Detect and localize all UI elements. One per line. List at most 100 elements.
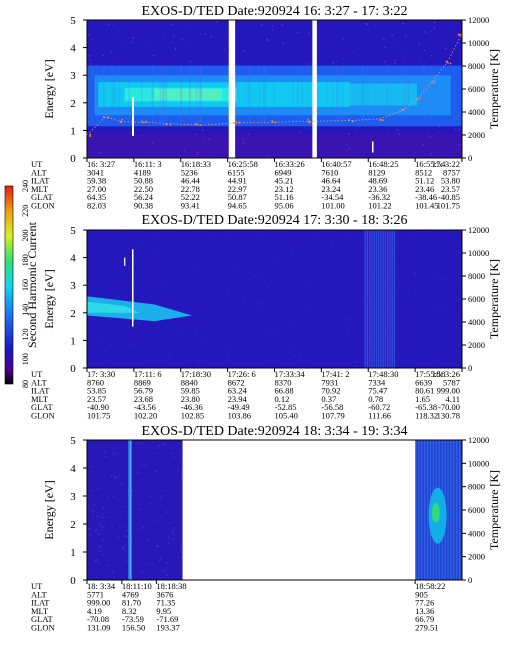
- ephemeris-value: 18:11:10: [122, 581, 152, 591]
- ephemeris-value: 16:40:57: [321, 159, 351, 169]
- ephemeris-value: 63.24: [228, 386, 248, 396]
- colorbar-gradient: [4, 185, 14, 385]
- ephemeris-value: 59.38: [87, 176, 106, 186]
- ephemeris-value: 4189: [134, 167, 151, 177]
- ephemeris-row-label: GLAT: [31, 402, 54, 412]
- ephemeris-value: 102.85: [181, 411, 204, 421]
- ephemeris-value: 22.97: [228, 184, 247, 194]
- y-axis-label: Energy [eV]: [42, 269, 56, 328]
- ephemeris-value: 71.35: [156, 598, 175, 608]
- ephemeris-value: 17:26: 6: [228, 369, 256, 379]
- ephemeris-value: 4.11: [445, 394, 460, 404]
- spectrogram-image: [87, 20, 462, 158]
- y2-tick-label: 2000: [468, 130, 485, 140]
- ephemeris-value: 8512: [415, 167, 432, 177]
- ephemeris-value: 999.00: [87, 598, 110, 608]
- ephemeris-value: -46.36: [181, 402, 203, 412]
- ephemeris-row-label: GLON: [31, 201, 55, 211]
- ephemeris-value: 93.41: [181, 201, 200, 211]
- y2-tick-label: 6000: [468, 294, 485, 304]
- ephemeris-value: 17:55:58: [415, 369, 445, 379]
- ephemeris-value: 53.80: [441, 176, 460, 186]
- spectrogram-panel: EXOS-D/TED Date:920924 18: 3:34 - 19: 3:…: [31, 424, 501, 633]
- ephemeris-value: -70.00: [438, 402, 460, 412]
- y-tick-label: 1: [70, 125, 76, 137]
- ephemeris-value: 16:25:58: [228, 159, 258, 169]
- temperature-point: [307, 118, 310, 121]
- panel-title: EXOS-D/TED Date:920924 16: 3:27 - 17: 3:…: [142, 4, 408, 19]
- ephemeris-value: 8869: [134, 377, 151, 387]
- colorbar-tick-label: 220: [21, 205, 30, 217]
- temperature-point: [446, 61, 449, 64]
- ephemeris-value: 17:33:34: [275, 369, 306, 379]
- ephemeris-value: -70.08: [87, 614, 109, 624]
- ephemeris-value: 8370: [275, 377, 292, 387]
- ephemeris-row-label: ILAT: [31, 386, 50, 396]
- ephemeris-value: 105.40: [275, 411, 298, 421]
- ephemeris-value: 16:11: 3: [134, 159, 162, 169]
- ephemeris-value: -34.54: [321, 192, 344, 202]
- ephemeris-value: 4.19: [87, 606, 102, 616]
- ephemeris-value: 8840: [181, 377, 198, 387]
- y-tick-label: 5: [70, 225, 76, 237]
- ephemeris-value: 6639: [415, 377, 432, 387]
- y2-tick-label: 12000: [468, 225, 489, 235]
- ephemeris-value: 999.00: [437, 386, 460, 396]
- ephemeris-value: 130.78: [437, 411, 460, 421]
- ephemeris-value: 5787: [443, 377, 460, 387]
- ephemeris-value: 82.03: [87, 201, 106, 211]
- ephemeris-value: 94.65: [228, 201, 247, 211]
- ephemeris-value: 50.88: [134, 176, 153, 186]
- ephemeris-value: 17: 3:30: [87, 369, 115, 379]
- temperature-point: [196, 123, 198, 126]
- ephemeris-value: 52.22: [181, 192, 200, 202]
- ephemeris-value: 8760: [87, 377, 104, 387]
- ephemeris-value: 0.78: [368, 394, 383, 404]
- temperature-line: [87, 33, 462, 136]
- ephemeris-value: 51.12: [415, 176, 434, 186]
- temperature-point: [271, 121, 274, 124]
- ephemeris-value: 18: 3:34: [87, 581, 116, 591]
- ephemeris-value: 101.00: [321, 201, 344, 211]
- colorbar-tick-label: 120: [21, 329, 30, 341]
- ephemeris-value: 7334: [368, 377, 386, 387]
- colorbar-tick-label: 140: [21, 304, 30, 316]
- spectrogram-image: [87, 440, 462, 580]
- ephemeris-value: 66.88: [275, 386, 294, 396]
- ephemeris-row-label: GLON: [31, 411, 55, 421]
- ephemeris-value: 70.92: [321, 386, 340, 396]
- ephemeris-value: 75.47: [368, 386, 387, 396]
- y-tick-label: 2: [70, 519, 76, 531]
- temperature-point: [121, 118, 124, 121]
- y2-axis-label: Temperature [K]: [487, 49, 501, 129]
- colorbar-label: Second Harmonic Current: [25, 221, 39, 348]
- temperature-point: [432, 82, 435, 85]
- ephemeris-value: 18: 3:26: [432, 369, 460, 379]
- ephemeris-value: 95.06: [275, 201, 294, 211]
- ephemeris-value: 156.50: [122, 623, 145, 633]
- y2-tick-label: 8000: [468, 271, 485, 281]
- ephemeris-row-label: ALT: [31, 377, 48, 387]
- ephemeris-value: 101.22: [368, 201, 391, 211]
- temperature-point: [449, 62, 452, 65]
- ephemeris-value: 56.79: [134, 386, 153, 396]
- y-tick-label: 4: [70, 43, 76, 55]
- spectrogram-panels: EXOS-D/TED Date:920924 16: 3:27 - 17: 3:…: [31, 4, 501, 633]
- ephemeris-value: 16: 3:27: [87, 159, 115, 169]
- ephemeris-value: 8129: [368, 167, 385, 177]
- panel-title: EXOS-D/TED Date:920924 18: 3:34 - 19: 3:…: [142, 424, 408, 439]
- y-tick-label: 2: [70, 308, 76, 320]
- temperature-point: [237, 121, 240, 124]
- y2-tick-label: 6000: [468, 84, 485, 94]
- ephemeris-value: 23.12: [275, 184, 294, 194]
- ephemeris-value: -49.49: [228, 402, 250, 412]
- ephemeris-value: 23.94: [228, 394, 248, 404]
- spectrogram-panel: EXOS-D/TED Date:920924 16: 3:27 - 17: 3:…: [31, 4, 501, 211]
- data-gap: [228, 20, 236, 158]
- ephemeris-value: 16:33:26: [275, 159, 305, 169]
- ephemeris-value: 101.45: [415, 201, 438, 211]
- ephemeris-value: 23.80: [181, 394, 200, 404]
- ephemeris-value: 18:58:22: [415, 581, 445, 591]
- ephemeris-value: 102.20: [134, 411, 157, 421]
